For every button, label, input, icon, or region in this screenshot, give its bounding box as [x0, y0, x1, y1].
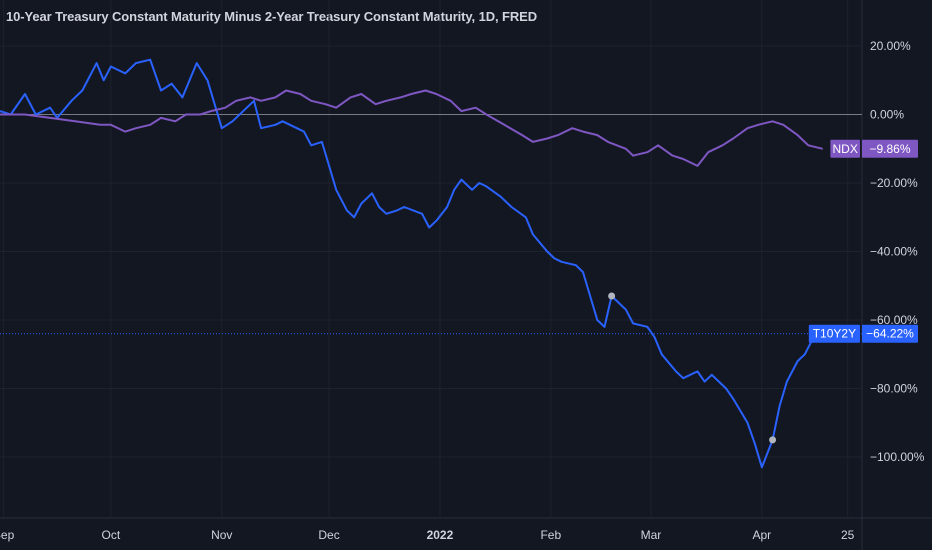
- event-marker: [608, 292, 616, 300]
- x-tick-label: Nov: [211, 528, 232, 542]
- series-value-tag-ndx: [862, 139, 918, 158]
- y-tick-label: −20.00%: [870, 176, 918, 190]
- series-value-tag-t10y2y: [862, 324, 918, 343]
- series-value-label: −64.22%: [866, 327, 914, 341]
- x-tick-label: 25: [841, 528, 855, 542]
- x-tick-label: Apr: [753, 528, 772, 542]
- x-tick-label: Mar: [641, 528, 662, 542]
- x-tick-label: Oct: [102, 528, 121, 542]
- y-tick-label: −60.00%: [870, 313, 918, 327]
- x-tick-label: 2022: [427, 528, 454, 542]
- event-marker: [769, 436, 777, 444]
- series-name-tag-ndx: [830, 139, 860, 158]
- y-tick-label: −80.00%: [870, 382, 918, 396]
- y-tick-label: −40.00%: [870, 245, 918, 259]
- series-name-tag-t10y2y: [808, 324, 860, 343]
- x-tick-label: Feb: [540, 528, 561, 542]
- y-tick-label: 20.00%: [870, 39, 911, 53]
- chart-title: 10-Year Treasury Constant Maturity Minus…: [6, 9, 538, 24]
- series-line-t10y2y: [0, 58, 824, 469]
- series-name-label: T10Y2Y: [813, 327, 856, 341]
- x-tick-label: Dec: [318, 528, 339, 542]
- series-line-ndx: [0, 89, 823, 167]
- y-tick-label: −100.00%: [870, 450, 925, 464]
- series-name-label: NDX: [833, 142, 858, 156]
- x-tick-label: Sep: [0, 528, 15, 542]
- series-value-label: −9.86%: [869, 142, 910, 156]
- y-tick-label: 0.00%: [870, 108, 904, 122]
